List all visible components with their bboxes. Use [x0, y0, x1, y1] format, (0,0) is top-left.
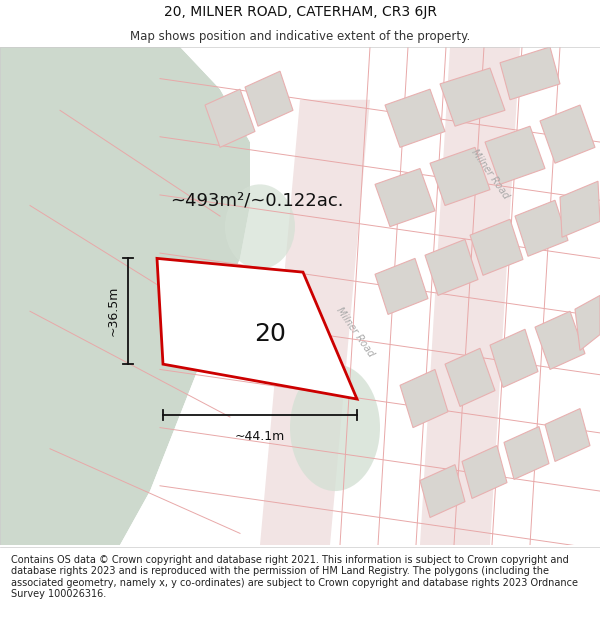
Polygon shape: [400, 369, 448, 428]
Polygon shape: [560, 181, 600, 238]
Polygon shape: [205, 89, 255, 148]
Text: 20: 20: [254, 322, 286, 346]
Polygon shape: [445, 348, 495, 406]
Polygon shape: [490, 329, 538, 388]
Polygon shape: [245, 71, 293, 126]
Polygon shape: [260, 100, 370, 545]
Polygon shape: [504, 426, 549, 479]
Polygon shape: [470, 219, 523, 276]
Polygon shape: [0, 47, 250, 545]
Polygon shape: [375, 258, 428, 314]
Polygon shape: [430, 148, 490, 206]
Polygon shape: [575, 296, 600, 351]
Polygon shape: [420, 47, 520, 545]
Polygon shape: [420, 464, 465, 518]
Text: Map shows position and indicative extent of the property.: Map shows position and indicative extent…: [130, 30, 470, 43]
Polygon shape: [535, 311, 585, 369]
Text: ~44.1m: ~44.1m: [235, 430, 285, 442]
Polygon shape: [440, 68, 505, 126]
Polygon shape: [385, 89, 445, 148]
Polygon shape: [500, 47, 560, 100]
Polygon shape: [515, 200, 568, 256]
Ellipse shape: [290, 364, 380, 491]
Polygon shape: [540, 105, 595, 163]
Text: ~493m²/~0.122ac.: ~493m²/~0.122ac.: [170, 191, 343, 209]
Ellipse shape: [225, 184, 295, 269]
Text: Contains OS data © Crown copyright and database right 2021. This information is : Contains OS data © Crown copyright and d…: [11, 554, 578, 599]
Text: ~36.5m: ~36.5m: [107, 286, 120, 336]
Polygon shape: [157, 258, 357, 399]
Text: 20, MILNER ROAD, CATERHAM, CR3 6JR: 20, MILNER ROAD, CATERHAM, CR3 6JR: [163, 5, 437, 19]
Polygon shape: [120, 47, 600, 545]
Text: Milner Road: Milner Road: [469, 147, 511, 201]
Polygon shape: [425, 239, 478, 296]
Polygon shape: [545, 409, 590, 461]
Text: Milner Road: Milner Road: [334, 306, 376, 359]
Polygon shape: [375, 169, 435, 227]
Polygon shape: [485, 126, 545, 184]
Polygon shape: [462, 446, 507, 499]
